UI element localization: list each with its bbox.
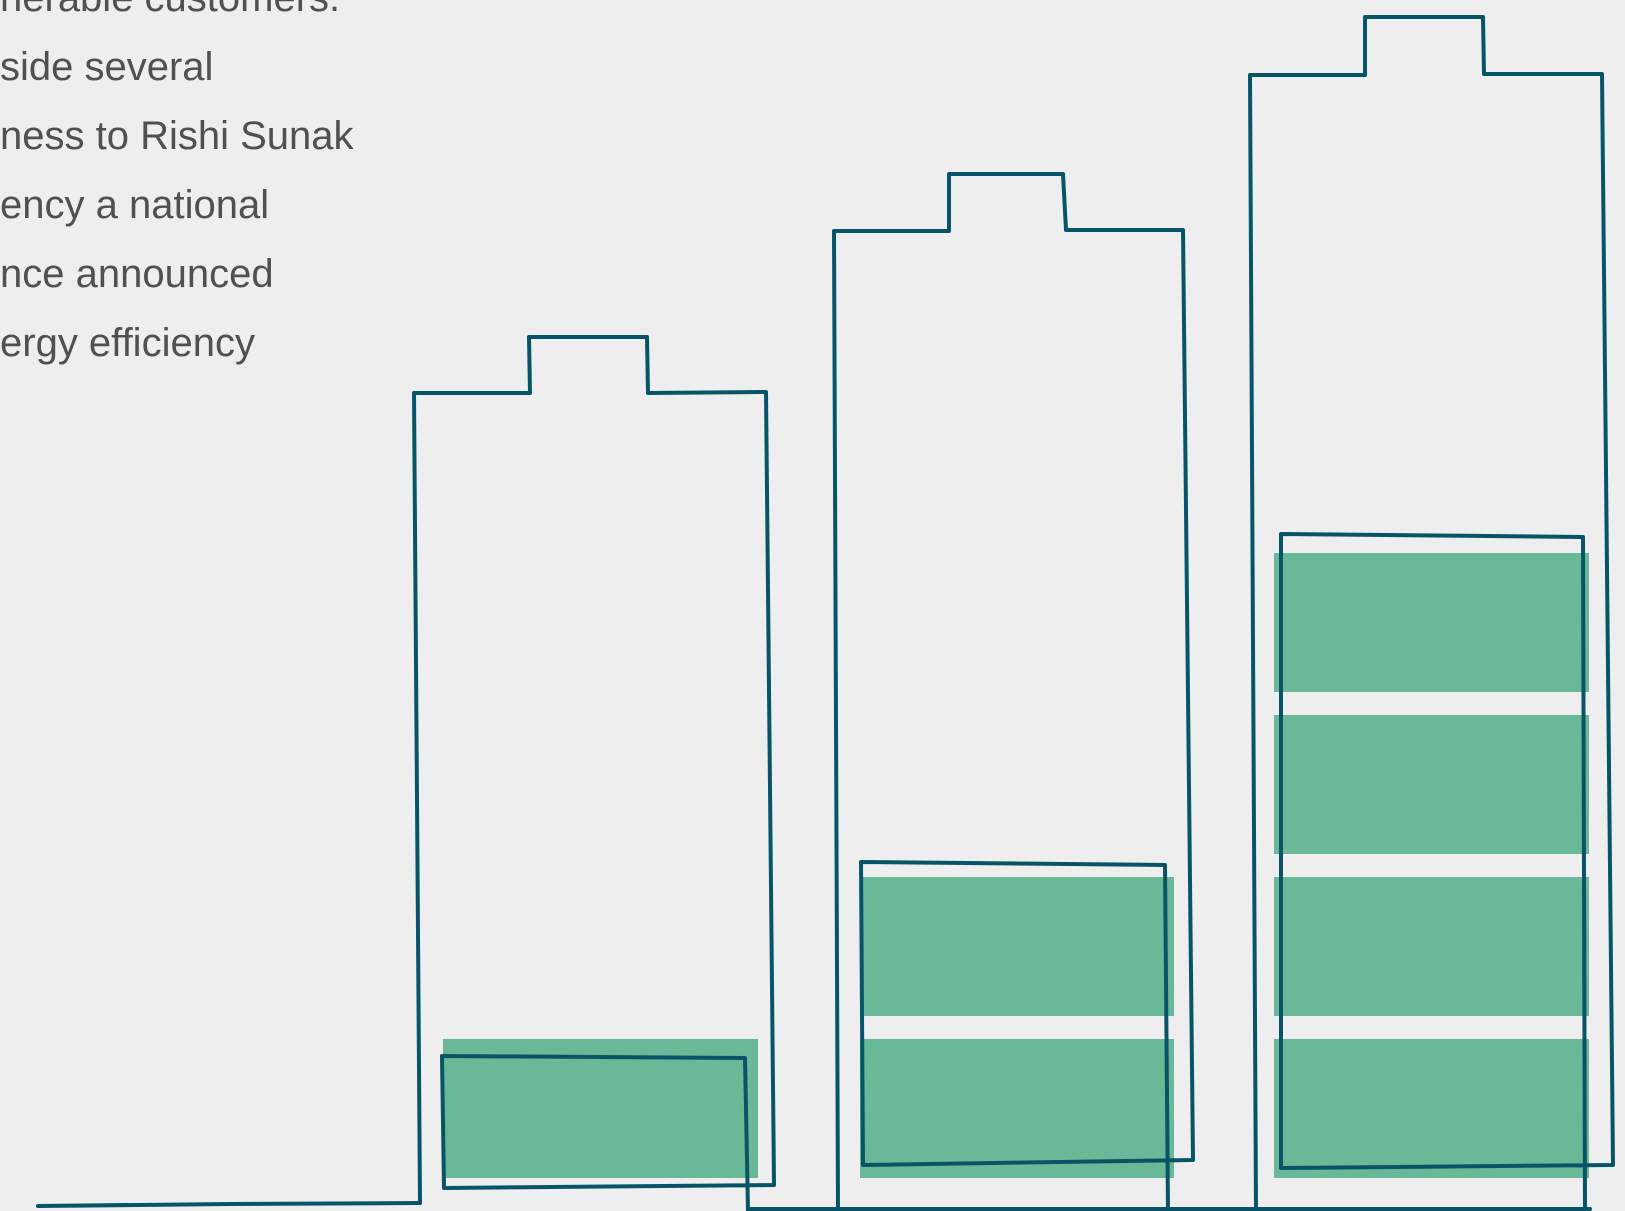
battery-charge-fills bbox=[443, 553, 1589, 1178]
battery-outlines bbox=[36, 15, 1615, 1211]
battery-outline-large bbox=[1248, 15, 1615, 1211]
battery-outline-small bbox=[412, 335, 776, 1211]
battery-charge-cell bbox=[1274, 715, 1589, 854]
battery-charge-cell bbox=[443, 1039, 758, 1178]
article-line: side several bbox=[0, 45, 214, 89]
battery-charge-cell bbox=[1274, 553, 1589, 692]
battery-charge-cell bbox=[860, 1039, 1174, 1178]
battery-outline-medium bbox=[832, 172, 1195, 1211]
article-line: nerable customers. bbox=[0, 0, 340, 20]
article-line: ency a national bbox=[0, 183, 270, 227]
article-line: nce announced bbox=[0, 252, 274, 296]
article-line: ness to Rishi Sunak bbox=[0, 114, 354, 158]
battery-charge-cell bbox=[860, 877, 1174, 1016]
battery-charge-cell bbox=[1274, 1039, 1589, 1178]
ground-line bbox=[36, 1201, 422, 1208]
article-line: ergy efficiency bbox=[0, 321, 255, 365]
battery-charge-cell bbox=[1274, 877, 1589, 1016]
